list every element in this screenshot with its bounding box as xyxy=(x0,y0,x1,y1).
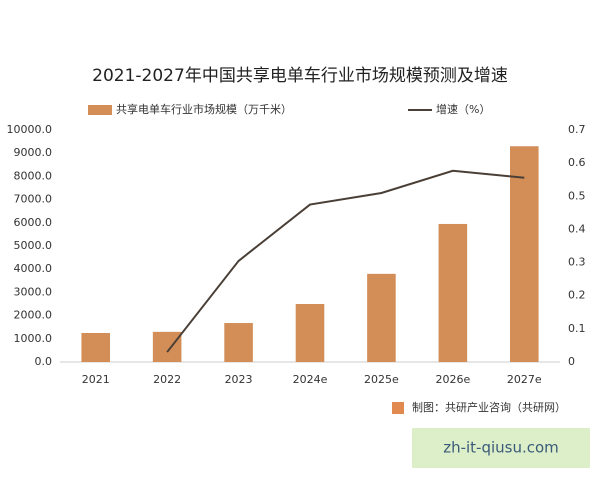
chart-title: 2021-2027年中国共享电单车行业市场规模预测及增速 xyxy=(92,66,508,86)
y-tick-label: 6000.0 xyxy=(14,216,53,229)
source-icon xyxy=(392,402,404,414)
x-tick-label: 2024e xyxy=(293,373,328,386)
x-tick-label: 2022 xyxy=(153,373,181,386)
source: 制图：共研产业咨询（共研网） xyxy=(412,400,566,414)
x-tick-label: 2026e xyxy=(435,373,470,386)
y-tick-label: 8000.0 xyxy=(14,169,53,182)
bar xyxy=(152,331,182,362)
y-tick-label: 5000.0 xyxy=(14,239,53,252)
y2-tick-label: 0.4 xyxy=(568,222,586,235)
y-tick-label: 9000.0 xyxy=(14,146,53,159)
legend-label: 共享电单车行业市场规模（万千米） xyxy=(116,102,292,116)
y-tick-label: 7000.0 xyxy=(14,193,53,206)
y-tick-label: 0.0 xyxy=(35,355,53,368)
x-tick-label: 2021 xyxy=(82,373,110,386)
x-tick-label: 2027e xyxy=(507,373,542,386)
y2-tick-label: 0.1 xyxy=(568,322,586,335)
y2-tick-label: 0.7 xyxy=(568,123,586,136)
legend-swatch xyxy=(88,105,112,115)
bar xyxy=(295,304,325,362)
y2-tick-label: 0.2 xyxy=(568,289,586,302)
y2-tick-label: 0.3 xyxy=(568,256,586,269)
bar xyxy=(438,223,468,362)
y-tick-label: 2000.0 xyxy=(14,309,53,322)
y2-tick-label: 0.5 xyxy=(568,189,586,202)
legend-label: 增速（%） xyxy=(436,102,490,116)
watermark-box xyxy=(412,428,590,468)
x-tick-label: 2025e xyxy=(364,373,399,386)
line xyxy=(166,169,525,353)
y2-tick-label: 0 xyxy=(568,355,575,368)
bar xyxy=(367,273,396,362)
bar xyxy=(224,323,253,362)
y-tick-label: 1000.0 xyxy=(14,332,53,345)
y-tick-label: 4000.0 xyxy=(14,262,53,275)
x-tick-label: 2023 xyxy=(225,373,253,386)
y-tick-label: 10000.0 xyxy=(7,123,53,136)
y2-tick-label: 0.6 xyxy=(568,156,586,169)
watermark: zh-it-qiusu.com xyxy=(443,439,559,457)
bar xyxy=(510,146,539,362)
y-tick-label: 3000.0 xyxy=(14,285,53,298)
bar xyxy=(81,333,110,362)
